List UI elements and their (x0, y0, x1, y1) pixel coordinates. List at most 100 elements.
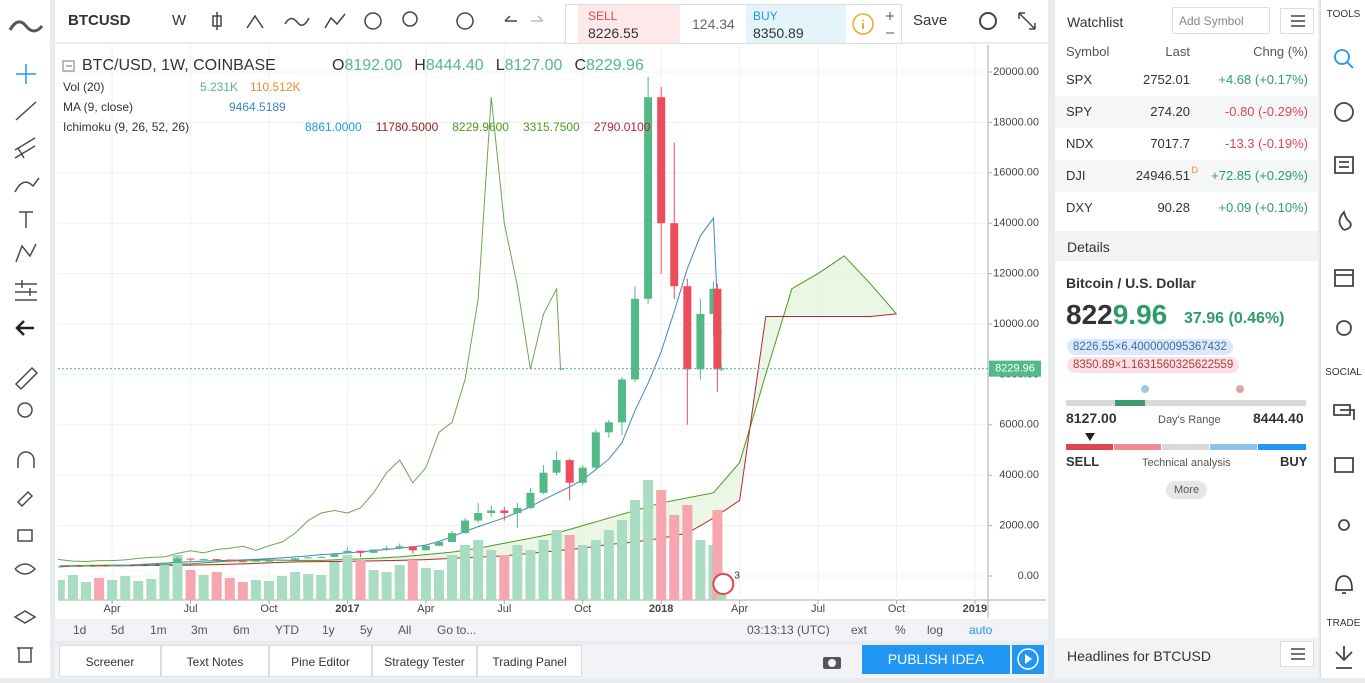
candle-body (68, 565, 77, 567)
volume-readouts: 5.231K 110.512K (200, 80, 313, 94)
headlines-menu[interactable] (1280, 641, 1314, 667)
prediction-tool[interactable] (15, 280, 37, 301)
watchlist-row[interactable]: NDX 7017.7 -13.3 (-0.19%) (1055, 128, 1318, 160)
chart-option[interactable]: auto (969, 623, 993, 637)
headlines[interactable]: Headlines for BTCUSD (1067, 648, 1211, 664)
broadcast-icon[interactable] (1338, 519, 1350, 531)
fullscreen[interactable] (1018, 12, 1036, 30)
candle-body (657, 97, 666, 224)
range-button[interactable]: All (398, 623, 412, 637)
alert[interactable] (364, 12, 382, 30)
layers-tool[interactable] (13, 610, 37, 624)
more[interactable]: More (1166, 481, 1208, 499)
row-last: 274.20 (1150, 104, 1190, 119)
drawing-mode[interactable] (16, 490, 34, 508)
info[interactable] (852, 13, 874, 35)
lock-tool[interactable] (17, 529, 33, 542)
trend-line-tool[interactable] (15, 101, 37, 121)
collapse[interactable] (62, 60, 76, 72)
magnet-tool[interactable] (17, 451, 35, 468)
symbol[interactable]: BTCUSD (68, 12, 131, 29)
tab[interactable]: Pine Editor (269, 645, 372, 677)
add-symbol[interactable]: Add Symbol (1172, 7, 1270, 34)
text-tool[interactable] (19, 211, 33, 228)
chats-icon[interactable] (1333, 404, 1355, 420)
pattern-tool[interactable] (15, 243, 37, 263)
tab[interactable]: Trading Panel (477, 645, 582, 677)
hotlists-icon[interactable] (1338, 210, 1352, 231)
range-button[interactable]: 6m (233, 623, 250, 637)
brush-tool[interactable] (14, 177, 40, 193)
undo[interactable] (504, 15, 517, 22)
range-button[interactable]: 5y (360, 623, 373, 637)
hide-toolbar[interactable] (15, 320, 34, 336)
streams-icon[interactable] (1334, 457, 1354, 473)
range-button[interactable]: 3m (191, 623, 208, 637)
range-button[interactable]: 5d (111, 623, 125, 637)
notifications-icon[interactable] (1335, 575, 1353, 594)
chart-option[interactable]: % (895, 623, 906, 637)
y-tick-label: 14000.00 (993, 217, 1039, 229)
candle-body (448, 533, 457, 542)
x-tick-label: 2017 (335, 603, 359, 615)
ohlc-label: L (495, 57, 505, 74)
templates[interactable] (324, 13, 346, 29)
candle-body (121, 564, 130, 566)
save[interactable]: Save (913, 12, 948, 29)
sell-button[interactable]: SELL 8226.55 (578, 5, 680, 43)
row-last: 90.28 (1157, 200, 1190, 215)
row-last: 24946.51 (1135, 168, 1190, 183)
candle-body (330, 553, 339, 557)
qty-controls[interactable] (886, 12, 894, 34)
chart-style[interactable] (212, 12, 222, 30)
price-main: 822 (1066, 299, 1113, 330)
trade-icon[interactable] (1335, 646, 1353, 669)
watchlist-icon[interactable] (1334, 49, 1350, 65)
ideas-icon[interactable] (1336, 320, 1352, 336)
buy-button[interactable]: BUY 8350.89 (746, 5, 846, 43)
range-low: 8127.00 (1066, 410, 1117, 426)
range-button[interactable]: 1d (73, 623, 87, 637)
ohlc-value: 8229.96 (586, 57, 644, 74)
settings[interactable] (979, 12, 997, 30)
snapshot[interactable] (821, 653, 843, 671)
play-button[interactable] (1012, 645, 1044, 674)
watchlist-row[interactable]: DXY 90.28 +0.09 (+0.10%) (1055, 192, 1318, 224)
replay[interactable] (456, 12, 474, 30)
watchlist-row[interactable]: SPY 274.20 -0.80 (-0.29%) (1055, 96, 1318, 128)
fib-tool[interactable] (14, 137, 36, 159)
tab-label: Strategy Tester (384, 655, 465, 669)
chart-option[interactable]: ext (851, 623, 868, 637)
delete-tool[interactable] (17, 647, 33, 663)
tab[interactable]: Text Notes (161, 645, 269, 677)
data-window-icon[interactable] (1334, 156, 1354, 174)
range-button[interactable]: 1y (322, 623, 335, 637)
range-button[interactable]: 1m (150, 623, 167, 637)
clock: 03:13:13 (UTC) (747, 623, 830, 637)
chart-option[interactable]: log (927, 623, 944, 637)
crosshair-tool[interactable] (16, 64, 36, 84)
tab[interactable]: Screener (59, 645, 161, 677)
range-button[interactable]: YTD (275, 623, 299, 637)
ideas[interactable] (402, 11, 418, 27)
volume-bar (656, 490, 667, 600)
compare[interactable] (246, 14, 264, 29)
range-button[interactable]: Go to... (437, 623, 477, 637)
interval[interactable]: W (172, 12, 187, 29)
calendar-icon[interactable] (1334, 269, 1354, 287)
watchlist-menu[interactable] (1280, 8, 1314, 34)
zoom-tool[interactable] (17, 402, 33, 418)
visibility-tool[interactable] (14, 563, 37, 575)
watchlist-row[interactable]: DJI 24946.51 D +72.85 (+0.29%) (1055, 160, 1318, 192)
volume-bar (172, 555, 183, 600)
tab[interactable]: Strategy Tester (372, 645, 477, 677)
candle-body (343, 550, 352, 554)
indicators[interactable] (284, 17, 310, 26)
redo[interactable] (531, 15, 544, 22)
watchlist-row[interactable]: SPX 2752.01 +4.68 (+0.17%) (1055, 64, 1318, 96)
measure-tool[interactable] (14, 366, 39, 391)
publish-idea[interactable]: PUBLISH IDEA (862, 645, 1010, 674)
volume-bar (716, 594, 727, 600)
alerts-icon[interactable] (1334, 102, 1354, 122)
